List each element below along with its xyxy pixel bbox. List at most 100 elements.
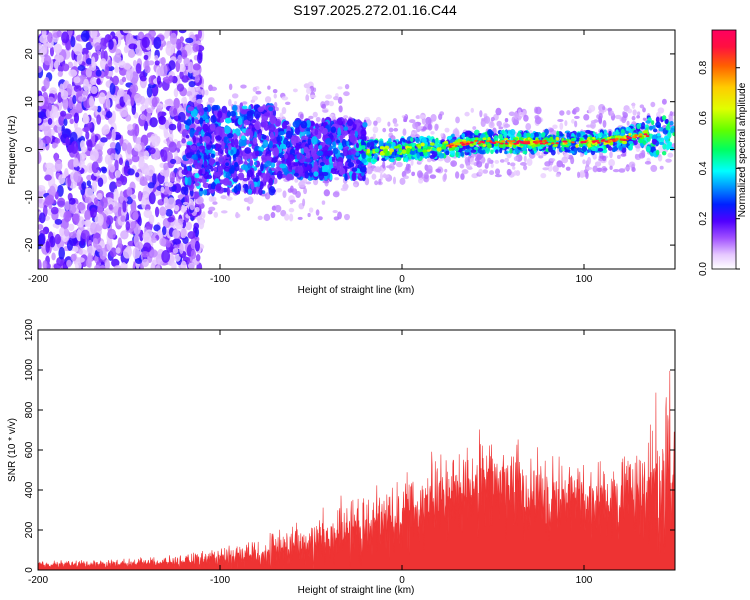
noise-cell bbox=[97, 177, 104, 187]
band-cell bbox=[244, 147, 252, 154]
noise-cell bbox=[86, 174, 93, 181]
halo-cell bbox=[252, 86, 258, 92]
halo-cell bbox=[592, 165, 598, 173]
signal-cell bbox=[460, 151, 464, 157]
halo-cell bbox=[482, 169, 489, 174]
band-cell bbox=[224, 147, 229, 154]
halo-cell bbox=[328, 100, 335, 107]
halo-cell bbox=[571, 109, 576, 115]
noise-cell bbox=[122, 248, 132, 259]
noise-cell bbox=[47, 96, 55, 105]
halo-cell bbox=[585, 171, 589, 179]
halo-cell bbox=[642, 117, 647, 121]
signal-core-cell bbox=[384, 145, 390, 150]
signal-cell bbox=[645, 120, 651, 124]
halo-cell bbox=[344, 213, 350, 221]
noise-cell bbox=[101, 125, 110, 135]
signal-peak-cell bbox=[555, 142, 559, 145]
halo-cell bbox=[455, 116, 460, 124]
halo-cell bbox=[379, 172, 383, 181]
halo-cell bbox=[472, 126, 477, 130]
halo-cell bbox=[574, 120, 578, 128]
band-cell bbox=[211, 104, 219, 111]
noise-cell bbox=[84, 209, 91, 221]
halo-cell bbox=[246, 196, 254, 205]
halo-cell bbox=[504, 157, 509, 163]
signal-core-cell bbox=[487, 137, 491, 141]
signal-peak-cell bbox=[631, 136, 636, 139]
noise-cell bbox=[197, 30, 203, 39]
noise-cell bbox=[45, 109, 51, 118]
band-cell bbox=[248, 125, 253, 129]
signal-core-cell bbox=[540, 143, 546, 147]
noise-cell bbox=[88, 37, 94, 43]
signal-cell bbox=[369, 141, 375, 148]
signal-core-cell bbox=[440, 146, 446, 150]
signal-core-cell bbox=[411, 146, 415, 151]
signal-peak-cell bbox=[496, 141, 501, 144]
signal-cell bbox=[670, 127, 675, 134]
noise-cell bbox=[141, 36, 150, 48]
band-cell bbox=[268, 186, 276, 196]
noise-cell bbox=[53, 43, 63, 54]
band-cell bbox=[260, 163, 264, 172]
colorbar-tick-label: 0.4 bbox=[698, 161, 709, 175]
halo-cell bbox=[333, 96, 340, 101]
signal-cell bbox=[652, 124, 656, 130]
noise-cell bbox=[90, 132, 96, 145]
noise-cell bbox=[38, 151, 41, 164]
halo-cell bbox=[561, 156, 569, 164]
band-cell bbox=[204, 106, 209, 111]
noise-cell bbox=[60, 89, 69, 100]
noise-cell bbox=[166, 197, 176, 209]
noise-cell bbox=[73, 112, 80, 124]
band-cell bbox=[187, 176, 192, 186]
signal-peak-cell bbox=[596, 141, 601, 144]
band-cell bbox=[253, 109, 261, 119]
noise-cell bbox=[68, 223, 75, 231]
halo-cell bbox=[535, 106, 542, 115]
halo-cell bbox=[494, 168, 501, 176]
band-cell bbox=[183, 186, 189, 196]
noise-cell bbox=[164, 99, 174, 105]
band-cell bbox=[321, 171, 329, 177]
halo-cell bbox=[552, 165, 559, 173]
noise-cell bbox=[146, 164, 155, 177]
noise-cell bbox=[105, 215, 114, 225]
noise-cell bbox=[121, 110, 129, 117]
band-cell bbox=[275, 120, 281, 127]
halo-cell bbox=[308, 115, 314, 120]
noise-cell bbox=[54, 233, 61, 245]
halo-cell bbox=[325, 94, 333, 100]
noise-cell bbox=[173, 107, 178, 116]
band-cell bbox=[220, 141, 225, 151]
halo-cell bbox=[298, 180, 306, 188]
halo-cell bbox=[513, 116, 519, 125]
halo-cell bbox=[299, 113, 304, 120]
noise-cell bbox=[63, 210, 72, 222]
signal-cell bbox=[416, 152, 420, 159]
noise-cell bbox=[111, 110, 116, 123]
noise-cell bbox=[39, 34, 49, 44]
band-cell bbox=[202, 123, 209, 133]
signal-cell bbox=[614, 131, 620, 135]
noise-cell bbox=[76, 103, 81, 112]
noise-cell bbox=[180, 260, 187, 269]
noise-cell bbox=[47, 102, 52, 112]
band-cell bbox=[260, 121, 267, 128]
band-cell bbox=[216, 118, 221, 123]
halo-cell bbox=[399, 177, 406, 185]
noise-cell bbox=[135, 172, 140, 178]
halo-cell bbox=[274, 204, 282, 213]
signal-cell bbox=[655, 121, 661, 128]
band-cell bbox=[258, 188, 263, 196]
signal-cell bbox=[509, 147, 513, 154]
noise-cell bbox=[72, 213, 80, 225]
noise-cell bbox=[154, 206, 160, 218]
noise-cell bbox=[177, 54, 183, 64]
noise-cell bbox=[181, 97, 187, 104]
signal-core-cell bbox=[477, 137, 482, 142]
band-cell bbox=[255, 175, 260, 182]
noise-cell bbox=[74, 261, 82, 269]
noise-cell bbox=[110, 153, 116, 161]
